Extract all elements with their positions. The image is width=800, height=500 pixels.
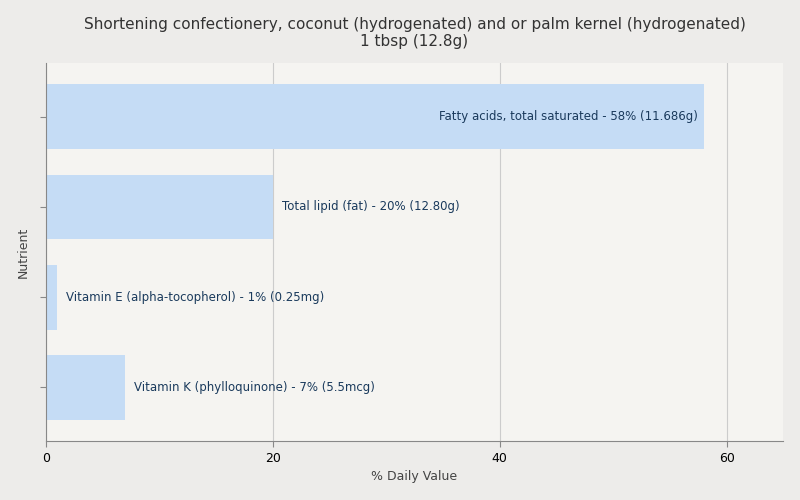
Title: Shortening confectionery, coconut (hydrogenated) and or palm kernel (hydrogenate: Shortening confectionery, coconut (hydro… xyxy=(83,16,746,49)
Text: Total lipid (fat) - 20% (12.80g): Total lipid (fat) - 20% (12.80g) xyxy=(282,200,459,213)
Bar xyxy=(46,84,704,150)
X-axis label: % Daily Value: % Daily Value xyxy=(371,470,458,484)
Bar xyxy=(46,355,125,420)
Text: Vitamin K (phylloquinone) - 7% (5.5mcg): Vitamin K (phylloquinone) - 7% (5.5mcg) xyxy=(134,381,375,394)
Y-axis label: Nutrient: Nutrient xyxy=(17,226,30,278)
Text: Fatty acids, total saturated - 58% (11.686g): Fatty acids, total saturated - 58% (11.6… xyxy=(439,110,698,124)
Text: Vitamin E (alpha-tocopherol) - 1% (0.25mg): Vitamin E (alpha-tocopherol) - 1% (0.25m… xyxy=(66,290,324,304)
Bar xyxy=(46,264,57,330)
Bar xyxy=(46,174,273,240)
